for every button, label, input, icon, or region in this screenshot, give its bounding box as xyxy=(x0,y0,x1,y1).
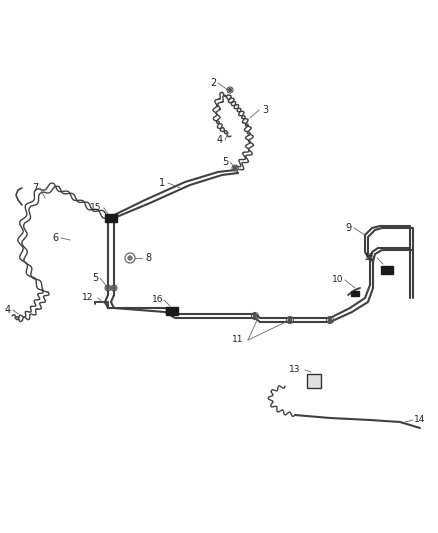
FancyBboxPatch shape xyxy=(381,266,393,274)
Text: 15: 15 xyxy=(90,204,102,213)
Circle shape xyxy=(229,88,232,92)
Text: 4: 4 xyxy=(217,135,223,145)
Text: 8: 8 xyxy=(145,253,151,263)
Circle shape xyxy=(328,319,332,321)
Text: 14: 14 xyxy=(414,416,426,424)
Text: 2: 2 xyxy=(210,78,216,88)
Text: 5: 5 xyxy=(222,157,228,167)
Text: 3: 3 xyxy=(262,105,268,115)
Text: 12: 12 xyxy=(82,294,94,303)
Text: 1: 1 xyxy=(159,178,165,188)
Text: 10: 10 xyxy=(332,276,344,285)
Text: 15: 15 xyxy=(364,254,376,262)
Text: 16: 16 xyxy=(152,295,164,304)
Text: 9: 9 xyxy=(345,223,351,233)
Circle shape xyxy=(113,287,116,289)
Circle shape xyxy=(254,314,257,318)
FancyBboxPatch shape xyxy=(307,374,321,388)
Circle shape xyxy=(106,287,110,289)
Text: 4: 4 xyxy=(5,305,11,315)
Circle shape xyxy=(289,319,292,321)
Text: 13: 13 xyxy=(289,366,301,375)
FancyBboxPatch shape xyxy=(351,290,359,295)
Circle shape xyxy=(233,166,237,169)
Text: 5: 5 xyxy=(92,273,98,283)
Circle shape xyxy=(128,256,132,260)
Text: 11: 11 xyxy=(232,335,244,344)
Text: 6: 6 xyxy=(52,233,58,243)
Text: 7: 7 xyxy=(32,183,38,193)
FancyBboxPatch shape xyxy=(166,307,178,315)
FancyBboxPatch shape xyxy=(105,214,117,222)
